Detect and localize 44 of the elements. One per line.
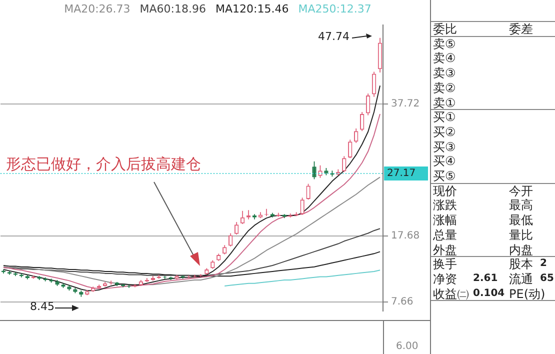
text: 内盘 (509, 242, 533, 256)
text: 买③ (433, 140, 456, 154)
text: 卖⑤ (433, 36, 456, 51)
text: MA250:12.37 (298, 2, 372, 16)
text: 外盘 (433, 242, 457, 256)
text: PE(动) (509, 286, 546, 301)
text: 总量 (433, 228, 457, 242)
annotation: 8.45 (30, 300, 54, 313)
text: MA20:26.73 (64, 2, 130, 16)
text: 买① (433, 110, 456, 124)
text: 净资 (433, 272, 457, 286)
text: MA60:18.96 (140, 2, 206, 16)
text: 卖② (433, 80, 456, 95)
text: 最低 (509, 213, 533, 228)
text: 流通 (509, 272, 533, 286)
text: 最高 (509, 198, 533, 212)
text: 今开 (509, 184, 533, 198)
ref-line-label: 27.17 (387, 168, 416, 180)
y-tick-label: 17.68 (391, 230, 420, 242)
text: 涨跌 (433, 198, 457, 212)
y-tick-label: 7.66 (391, 296, 414, 308)
text: 卖④ (433, 51, 456, 66)
text: 量比 (509, 228, 533, 242)
y-tick-label: 37.72 (391, 98, 420, 110)
text: 股本 (509, 257, 533, 272)
text: 0.104 (473, 286, 505, 301)
annotation: 形态已做好，介入后拔高建仓 (6, 155, 201, 174)
text: 2.61 (473, 272, 498, 286)
text: 涨幅 (433, 213, 457, 228)
text: 卖③ (433, 66, 456, 80)
text: 买④ (433, 154, 456, 168)
text: 卖① (433, 96, 456, 110)
text: 现价 (433, 184, 457, 198)
annotation: 47.74 (318, 30, 350, 43)
text: 换手 (433, 257, 457, 272)
text: 65 (540, 272, 554, 286)
text: 委差 (509, 22, 533, 36)
text: 收益㈡ (433, 286, 469, 301)
text: MA120:15.46 (216, 2, 289, 16)
text: 买⑤ (433, 169, 456, 183)
text: 6.00 (396, 341, 418, 352)
text: 委比 (433, 22, 457, 36)
text: 买② (433, 124, 456, 139)
text: 2 (540, 257, 547, 272)
